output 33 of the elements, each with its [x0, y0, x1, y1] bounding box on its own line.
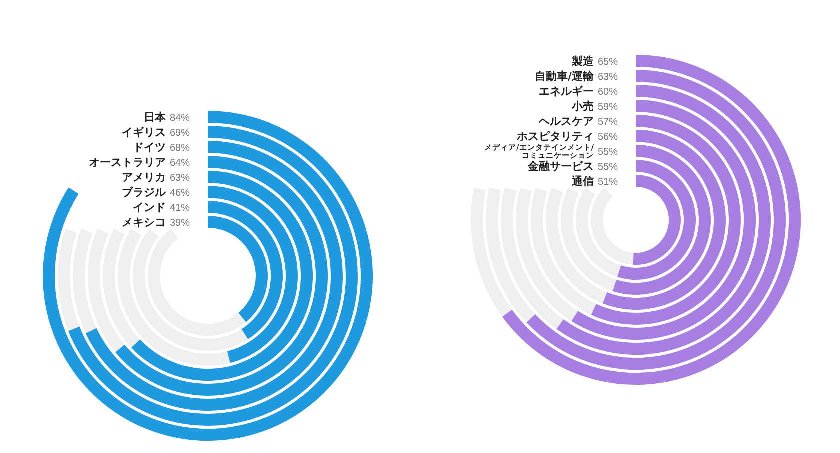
data-label: 41% [170, 203, 190, 214]
data-label: 55% [598, 147, 618, 158]
data-label: 57% [598, 117, 618, 128]
category-label: 日本 [144, 111, 167, 124]
data-label: 69% [170, 128, 190, 139]
category-label: ドイツ [133, 141, 166, 154]
data-label: 84% [170, 113, 190, 124]
category-label: アメリカ [122, 171, 166, 184]
data-label: 51% [598, 177, 618, 188]
data-label: 68% [170, 143, 190, 154]
data-label: 60% [598, 87, 618, 98]
data-label: 64% [170, 158, 190, 169]
category-label: 金融サービス [527, 160, 594, 173]
category-label: 小売 [571, 100, 594, 113]
category-label: ホスピタリティ [516, 130, 594, 143]
category-label: エネルギー [539, 85, 594, 98]
data-label: 65% [598, 57, 618, 68]
data-label: 56% [598, 132, 618, 143]
data-label: 46% [170, 188, 190, 199]
category-label: 自動車/運輸 [534, 70, 595, 83]
category-label: インド [133, 201, 166, 214]
data-label: 63% [170, 173, 190, 184]
category-label: ヘルスケア [538, 115, 594, 128]
category-label: オーストラリア [89, 156, 166, 169]
category-label: メキシコ [122, 216, 166, 229]
data-label: 59% [598, 102, 618, 113]
category-label: 通信 [571, 175, 594, 188]
category-label: イギリス [122, 126, 166, 139]
category-label: 製造 [571, 55, 595, 68]
category-label: ブラジル [122, 186, 167, 199]
data-label: 63% [598, 72, 618, 83]
data-label: 55% [598, 162, 618, 173]
data-label: 39% [170, 218, 190, 229]
